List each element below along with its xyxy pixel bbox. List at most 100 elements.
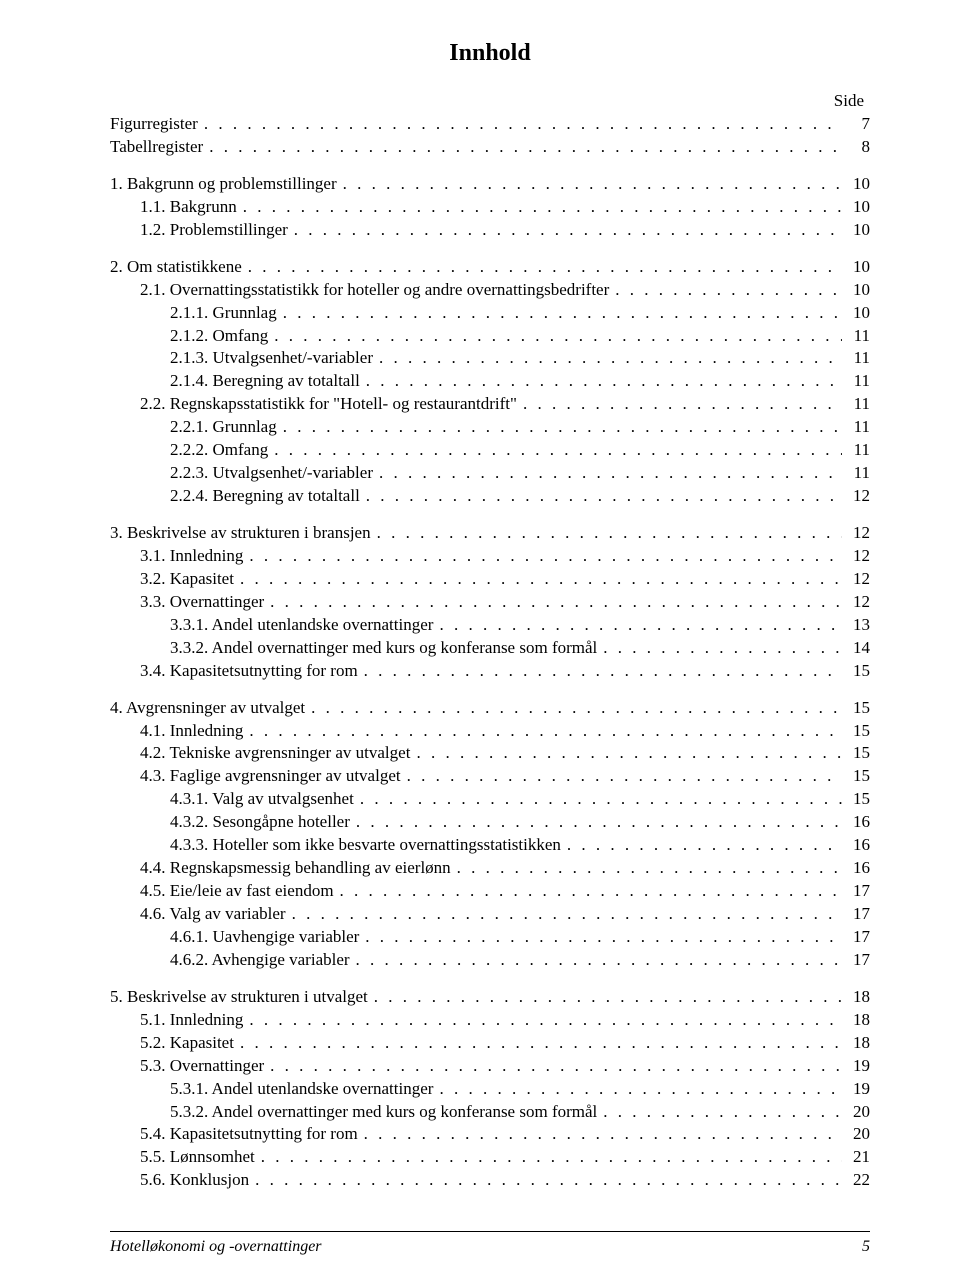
toc-leader-dots: . . . . . . . . . . . . . . . . . . . . … [237, 196, 842, 219]
toc-leader-dots: . . . . . . . . . . . . . . . . . . . . … [337, 173, 842, 196]
toc-leader-dots: . . . . . . . . . . . . . . . . . . . . … [433, 1078, 842, 1101]
toc-row: 5.6. Konklusjon . . . . . . . . . . . . … [110, 1169, 870, 1192]
toc-page-number: 15 [842, 697, 870, 720]
toc-leader-dots: . . . . . . . . . . . . . . . . . . . . … [359, 926, 842, 949]
toc-label: 5.6. Konklusjon [140, 1169, 249, 1192]
toc-leader-dots: . . . . . . . . . . . . . . . . . . . . … [243, 1009, 842, 1032]
toc-row: 5.3. Overnattinger . . . . . . . . . . .… [110, 1055, 870, 1078]
toc-row: 2.1. Overnattingsstatistikk for hoteller… [110, 279, 870, 302]
toc-leader-dots: . . . . . . . . . . . . . . . . . . . . … [517, 393, 842, 416]
toc-leader-dots: . . . . . . . . . . . . . . . . . . . . … [360, 370, 842, 393]
toc-leader-dots: . . . . . . . . . . . . . . . . . . . . … [234, 1032, 842, 1055]
toc-label: 4.3.1. Valg av utvalgsenhet [170, 788, 354, 811]
toc-row: 4.3. Faglige avgrensninger av utvalget .… [110, 765, 870, 788]
toc-row: 2.2. Regnskapsstatistikk for "Hotell- og… [110, 393, 870, 416]
toc-leader-dots: . . . . . . . . . . . . . . . . . . . . … [597, 1101, 842, 1124]
toc-leader-dots: . . . . . . . . . . . . . . . . . . . . … [350, 949, 842, 972]
toc-row: 4.2. Tekniske avgrensninger av utvalget … [110, 742, 870, 765]
toc-leader-dots: . . . . . . . . . . . . . . . . . . . . … [360, 485, 842, 508]
toc-page-number: 11 [842, 416, 870, 439]
toc-page-number: 16 [842, 834, 870, 857]
toc-leader-dots: . . . . . . . . . . . . . . . . . . . . … [433, 614, 842, 637]
toc-page-number: 15 [842, 720, 870, 743]
toc-leader-dots: . . . . . . . . . . . . . . . . . . . . … [373, 462, 842, 485]
toc-gap [110, 508, 870, 522]
toc-leader-dots: . . . . . . . . . . . . . . . . . . . . … [234, 568, 842, 591]
toc-row: 5.3.1. Andel utenlandske overnattinger .… [110, 1078, 870, 1101]
toc-page-number: 15 [842, 660, 870, 683]
toc-row: Tabellregister . . . . . . . . . . . . .… [110, 136, 870, 159]
toc-row: 4.6.2. Avhengige variabler . . . . . . .… [110, 949, 870, 972]
toc-leader-dots: . . . . . . . . . . . . . . . . . . . . … [354, 788, 842, 811]
toc-leader-dots: . . . . . . . . . . . . . . . . . . . . … [334, 880, 842, 903]
toc-row: 3.2. Kapasitet . . . . . . . . . . . . .… [110, 568, 870, 591]
toc-label: 2.1.1. Grunnlag [170, 302, 277, 325]
toc-label: 4.3.2. Sesongåpne hoteller [170, 811, 350, 834]
toc-page-number: 15 [842, 742, 870, 765]
toc-label: 4.6. Valg av variabler [140, 903, 286, 926]
toc-page-number: 15 [842, 765, 870, 788]
toc-label: 2.2.1. Grunnlag [170, 416, 277, 439]
toc-leader-dots: . . . . . . . . . . . . . . . . . . . . … [350, 811, 842, 834]
toc-row: 2.1.3. Utvalgsenhet/-variabler . . . . .… [110, 347, 870, 370]
toc-label: 2.2.4. Beregning av totaltall [170, 485, 360, 508]
toc-label: 2.2.2. Omfang [170, 439, 268, 462]
toc-label: 4.5. Eie/leie av fast eiendom [140, 880, 334, 903]
toc-page-number: 10 [842, 256, 870, 279]
toc-label: 4.6.2. Avhengige variabler [170, 949, 350, 972]
toc-row: 2.2.4. Beregning av totaltall . . . . . … [110, 485, 870, 508]
toc-row: 2.1.2. Omfang . . . . . . . . . . . . . … [110, 325, 870, 348]
toc-page-number: 20 [842, 1123, 870, 1146]
toc-row: 4.3.1. Valg av utvalgsenhet . . . . . . … [110, 788, 870, 811]
toc-row: 3. Beskrivelse av strukturen i bransjen … [110, 522, 870, 545]
toc-leader-dots: . . . . . . . . . . . . . . . . . . . . … [198, 113, 842, 136]
toc-row: 2.1.4. Beregning av totaltall . . . . . … [110, 370, 870, 393]
toc-leader-dots: . . . . . . . . . . . . . . . . . . . . … [305, 697, 842, 720]
page-title: Innhold [110, 40, 870, 67]
toc-row: 3.3.2. Andel overnattinger med kurs og k… [110, 637, 870, 660]
table-of-contents: Figurregister . . . . . . . . . . . . . … [110, 113, 870, 1192]
toc-row: 4.3.2. Sesongåpne hoteller . . . . . . .… [110, 811, 870, 834]
toc-label: 4.3. Faglige avgrensninger av utvalget [140, 765, 401, 788]
toc-label: 4.4. Regnskapsmessig behandling av eierl… [140, 857, 451, 880]
toc-leader-dots: . . . . . . . . . . . . . . . . . . . . … [609, 279, 842, 302]
toc-page-number: 19 [842, 1055, 870, 1078]
toc-leader-dots: . . . . . . . . . . . . . . . . . . . . … [264, 1055, 842, 1078]
toc-page-number: 14 [842, 637, 870, 660]
toc-label: 3.3.1. Andel utenlandske overnattinger [170, 614, 433, 637]
toc-leader-dots: . . . . . . . . . . . . . . . . . . . . … [249, 1169, 842, 1192]
toc-gap [110, 159, 870, 173]
toc-page-number: 17 [842, 880, 870, 903]
toc-page-number: 21 [842, 1146, 870, 1169]
toc-page-number: 11 [842, 439, 870, 462]
toc-leader-dots: . . . . . . . . . . . . . . . . . . . . … [358, 660, 842, 683]
toc-page-number: 12 [842, 485, 870, 508]
page-container: Innhold Side Figurregister . . . . . . .… [0, 0, 960, 1284]
toc-label: 5.3.1. Andel utenlandske overnattinger [170, 1078, 433, 1101]
toc-leader-dots: . . . . . . . . . . . . . . . . . . . . … [264, 591, 842, 614]
page-footer: Hotelløkonomi og -overnattinger 5 [110, 1231, 870, 1256]
toc-page-number: 18 [842, 1032, 870, 1055]
toc-label: 3.2. Kapasitet [140, 568, 234, 591]
toc-row: 4.3.3. Hoteller som ikke besvarte overna… [110, 834, 870, 857]
toc-row: 5.3.2. Andel overnattinger med kurs og k… [110, 1101, 870, 1124]
toc-row: 5.1. Innledning . . . . . . . . . . . . … [110, 1009, 870, 1032]
toc-page-number: 12 [842, 568, 870, 591]
toc-page-number: 10 [842, 302, 870, 325]
toc-leader-dots: . . . . . . . . . . . . . . . . . . . . … [286, 903, 842, 926]
toc-leader-dots: . . . . . . . . . . . . . . . . . . . . … [268, 325, 842, 348]
toc-row: 4.6. Valg av variabler . . . . . . . . .… [110, 903, 870, 926]
toc-row: 5.4. Kapasitetsutnytting for rom . . . .… [110, 1123, 870, 1146]
toc-label: 1.1. Bakgrunn [140, 196, 237, 219]
toc-label: 4. Avgrensninger av utvalget [110, 697, 305, 720]
toc-label: Tabellregister [110, 136, 203, 159]
toc-row: 5.2. Kapasitet . . . . . . . . . . . . .… [110, 1032, 870, 1055]
toc-leader-dots: . . . . . . . . . . . . . . . . . . . . … [203, 136, 842, 159]
toc-page-number: 22 [842, 1169, 870, 1192]
toc-page-number: 16 [842, 811, 870, 834]
toc-label: 4.1. Innledning [140, 720, 243, 743]
toc-row: 1. Bakgrunn og problemstillinger . . . .… [110, 173, 870, 196]
toc-label: 2.2. Regnskapsstatistikk for "Hotell- og… [140, 393, 517, 416]
toc-page-number: 10 [842, 279, 870, 302]
footer-page-number: 5 [862, 1238, 870, 1256]
